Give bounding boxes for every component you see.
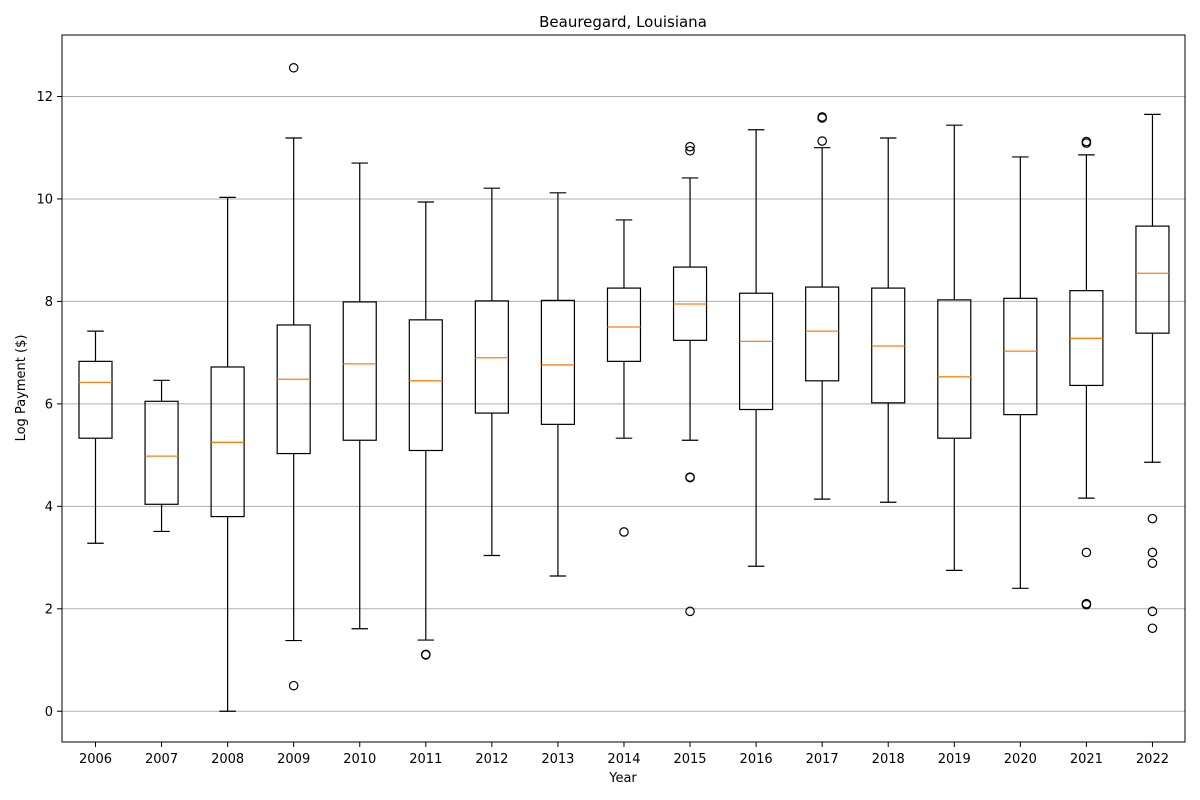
iqr-box (540, 299, 576, 425)
outlier-point (1081, 598, 1092, 609)
outlier-point (1147, 513, 1158, 524)
chart-title: Beauregard, Louisiana (539, 13, 707, 31)
iqr-box (276, 324, 311, 455)
box-2014 (606, 219, 642, 537)
iqr-box (474, 300, 509, 414)
outlier-point (685, 472, 695, 482)
y-tick-label: 4 (45, 500, 53, 515)
x-tick-label: 2018 (872, 752, 905, 767)
box-2011 (408, 201, 443, 660)
x-tick-label: 2015 (673, 752, 706, 767)
outlier-point (420, 649, 431, 660)
iqr-box (342, 301, 377, 441)
outlier-point (1147, 547, 1158, 558)
y-axis: 0 2 4 6 8 10 12 (36, 90, 62, 720)
iqr-box (937, 299, 972, 439)
outlier-point (619, 527, 629, 537)
x-tick-label: 2021 (1070, 752, 1103, 767)
iqr-box (1135, 225, 1170, 334)
x-tick-label: 2013 (541, 752, 574, 767)
outlier-point (1147, 606, 1158, 617)
x-tick-label: 2010 (343, 752, 376, 767)
x-tick-label: 2020 (1004, 752, 1037, 767)
boxes-group (78, 62, 1170, 712)
iqr-box (408, 319, 443, 452)
y-gridlines (62, 95, 1185, 712)
x-tick-label: 2009 (277, 752, 310, 767)
box-2008 (210, 196, 245, 712)
x-tick-label: 2007 (145, 752, 178, 767)
iqr-box (606, 287, 642, 362)
outlier-point (685, 606, 695, 617)
iqr-box (1003, 297, 1038, 416)
x-axis-label: Year (608, 771, 637, 786)
outlier-point (685, 141, 695, 152)
outlier-point (288, 680, 299, 691)
box-2010 (342, 162, 377, 630)
outlier-point (817, 136, 827, 146)
box-2012 (474, 187, 509, 557)
box-2020 (1003, 156, 1038, 589)
box-2021 (1069, 136, 1104, 610)
box-2009 (276, 62, 311, 691)
iqr-box (144, 400, 179, 505)
box-2007 (144, 379, 179, 533)
iqr-box (738, 292, 774, 411)
y-tick-label: 10 (36, 192, 53, 207)
x-tick-label: 2022 (1136, 752, 1169, 767)
x-tick-label: 2016 (740, 752, 773, 767)
outlier-point (1147, 623, 1158, 634)
box-2013 (540, 192, 576, 577)
box-2015 (672, 141, 708, 617)
x-axis: 2006 2007 2008 2009 2010 2011 2012 2013 2014 2015… (79, 742, 1169, 767)
x-tick-label: 2014 (607, 752, 640, 767)
x-tick-label: 2008 (211, 752, 244, 767)
outlier-point (288, 62, 299, 73)
iqr-box (805, 286, 840, 382)
x-tick-label: 2011 (409, 752, 442, 767)
y-tick-label: 2 (45, 602, 53, 617)
x-tick-label: 2012 (475, 752, 508, 767)
x-tick-label: 2017 (806, 752, 839, 767)
box-2017 (805, 112, 840, 500)
y-tick-label: 0 (45, 705, 53, 720)
y-axis-label: Log Payment ($) (14, 335, 29, 442)
box-2018 (871, 137, 906, 503)
box-2006 (78, 330, 113, 544)
box-2019 (937, 124, 972, 571)
outlier-point (1081, 547, 1092, 558)
x-tick-label: 2019 (938, 752, 971, 767)
y-tick-label: 6 (45, 397, 53, 412)
outlier-point (685, 145, 695, 156)
outlier-point (1081, 136, 1092, 147)
y-tick-label: 8 (45, 295, 53, 310)
outlier-point (817, 112, 827, 122)
outlier-point (1147, 558, 1158, 569)
iqr-box (78, 360, 113, 439)
box-2016 (738, 129, 774, 567)
x-tick-label: 2006 (79, 752, 112, 767)
y-tick-label: 12 (36, 90, 53, 105)
box-2022 (1135, 113, 1170, 634)
